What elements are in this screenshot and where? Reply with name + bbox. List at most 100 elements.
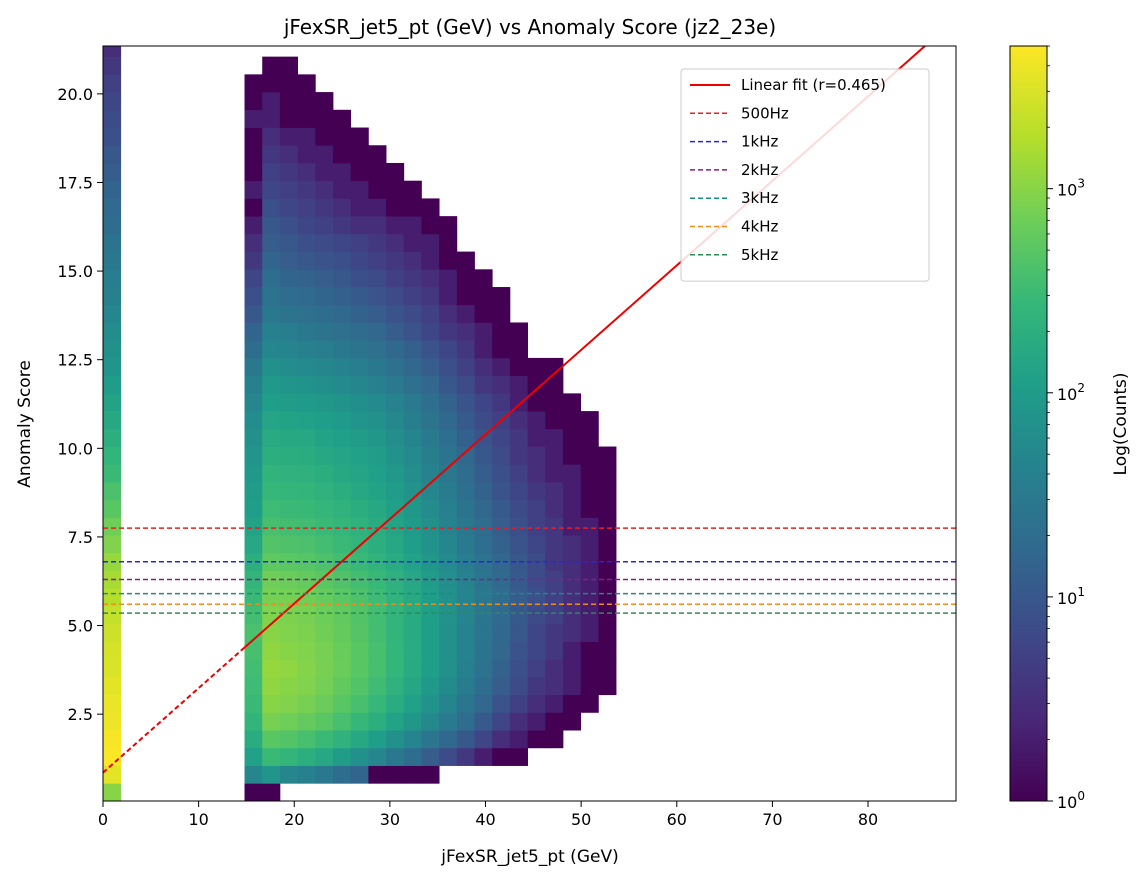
heatmap-cell xyxy=(509,411,528,430)
heatmap-cell xyxy=(456,730,475,749)
x-tick-label: 50 xyxy=(571,810,591,829)
heatmap-cell xyxy=(262,375,281,394)
heatmap-cell xyxy=(474,641,493,660)
heatmap-cell xyxy=(439,623,458,642)
heatmap-cell xyxy=(262,56,281,75)
heatmap-cell xyxy=(103,180,122,199)
x-tick-label: 60 xyxy=(667,810,687,829)
heatmap-cell xyxy=(103,765,122,784)
heatmap-cell xyxy=(279,765,298,784)
heatmap-cell xyxy=(368,588,387,607)
heatmap-cell xyxy=(403,375,422,394)
heatmap-cell xyxy=(332,606,352,625)
x-tick-label: 20 xyxy=(284,810,304,829)
heatmap-cell xyxy=(350,623,369,642)
heatmap-cell xyxy=(509,676,528,696)
y-tick-label: 15.0 xyxy=(57,262,93,281)
heatmap-cell xyxy=(297,765,316,784)
heatmap-cell xyxy=(456,340,475,359)
heatmap-cell xyxy=(562,641,582,660)
legend-label: 1kHz xyxy=(741,133,779,151)
heatmap-cell xyxy=(279,499,298,518)
heatmap-cell xyxy=(439,606,458,625)
heatmap-cell xyxy=(421,393,440,412)
heatmap-cell xyxy=(545,357,564,377)
y-tick-label: 20.0 xyxy=(57,85,93,104)
heatmap-cell xyxy=(279,127,298,146)
heatmap-cell xyxy=(244,233,263,252)
heatmap-cell xyxy=(332,198,352,217)
heatmap-cell xyxy=(332,623,352,642)
heatmap-cell xyxy=(386,357,405,377)
heatmap-cell xyxy=(103,464,122,483)
heatmap-cell xyxy=(332,357,352,377)
heatmap-cell xyxy=(262,269,281,288)
heatmap-cell xyxy=(103,411,122,430)
y-axis-label: Anomaly Score xyxy=(15,360,35,488)
legend-label: 5kHz xyxy=(741,246,779,264)
heatmap-cell xyxy=(421,446,440,465)
heatmap-cell xyxy=(474,304,493,323)
heatmap-cell xyxy=(350,517,369,536)
heatmap-cell xyxy=(492,481,511,501)
heatmap-cell xyxy=(244,269,263,288)
heatmap-cell xyxy=(350,180,369,199)
heatmap-cell xyxy=(103,357,122,377)
heatmap-cell xyxy=(279,676,298,696)
heatmap-cell xyxy=(492,570,511,589)
heatmap-cell xyxy=(474,730,493,749)
heatmap-cell xyxy=(368,216,387,235)
heatmap-cell xyxy=(315,464,334,483)
heatmap-cell xyxy=(474,712,493,731)
heatmap-cell xyxy=(439,535,458,554)
y-tick-label: 10.0 xyxy=(57,439,93,458)
heatmap-cell xyxy=(297,127,316,146)
heatmap-cell xyxy=(474,375,493,394)
heatmap-cell xyxy=(562,499,582,518)
heatmap-cell xyxy=(580,464,599,483)
heatmap-cell xyxy=(244,180,263,199)
heatmap-cell xyxy=(580,535,599,554)
heatmap-cell xyxy=(279,446,298,465)
heatmap-cell xyxy=(262,251,281,270)
heatmap-cell xyxy=(279,588,298,607)
heatmap-cell xyxy=(368,251,387,270)
heatmap-cell xyxy=(103,694,122,713)
heatmap-cell xyxy=(474,535,493,554)
colorbar-tick-label: 103 xyxy=(1057,177,1085,200)
heatmap-cell xyxy=(456,393,475,412)
heatmap-cell xyxy=(244,570,263,589)
heatmap-cell xyxy=(332,481,352,501)
heatmap-cell xyxy=(350,588,369,607)
heatmap-cell xyxy=(350,641,369,660)
heatmap-cell xyxy=(545,694,564,713)
heatmap-cell xyxy=(403,180,422,199)
heatmap-cell xyxy=(262,641,281,660)
x-tick-label: 0 xyxy=(98,810,108,829)
heatmap-cell xyxy=(386,659,405,678)
heatmap-cell xyxy=(279,606,298,625)
heatmap-cell xyxy=(403,517,422,536)
heatmap-cell xyxy=(244,216,263,235)
heatmap-cell xyxy=(332,233,352,252)
heatmap-cell xyxy=(297,304,316,323)
heatmap-cell xyxy=(244,322,263,341)
heatmap-cell xyxy=(279,92,298,111)
heatmap-cell xyxy=(262,162,281,182)
heatmap-cell xyxy=(439,446,458,465)
heatmap-cell xyxy=(262,127,281,146)
heatmap-cell xyxy=(456,287,475,306)
heatmap-cell xyxy=(332,588,352,607)
heatmap-cell xyxy=(332,517,352,536)
heatmap-cell xyxy=(350,446,369,465)
heatmap-cell xyxy=(244,145,263,164)
heatmap-cell xyxy=(103,641,122,660)
heatmap-cell xyxy=(527,535,546,554)
heatmap-cell xyxy=(279,251,298,270)
heatmap-cell xyxy=(439,304,458,323)
heatmap-cell xyxy=(368,517,387,536)
heatmap-cell xyxy=(509,659,528,678)
heatmap-cell xyxy=(386,162,405,182)
heatmap-cell xyxy=(262,517,281,536)
heatmap-cell xyxy=(103,287,122,306)
